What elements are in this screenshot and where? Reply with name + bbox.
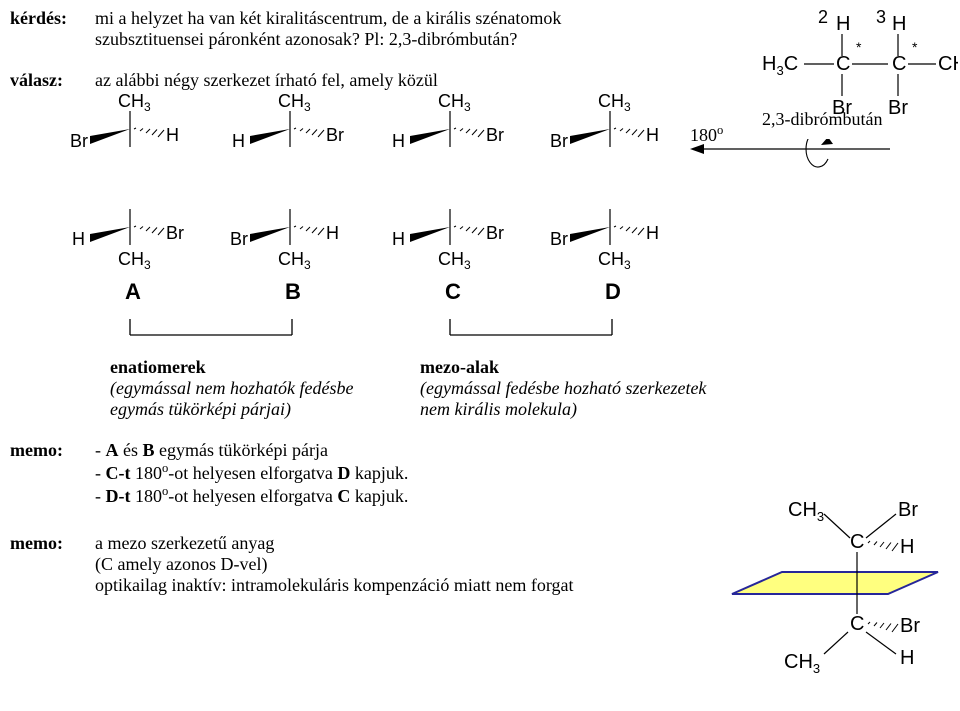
svg-text:H: H bbox=[392, 229, 405, 249]
svg-text:H: H bbox=[900, 647, 914, 669]
memo2-label: memo: bbox=[10, 533, 95, 554]
answer-structures-bottom: H Br CH3 Br H CH3 H Br CH3 bbox=[70, 209, 790, 319]
svg-text:CH3: CH3 bbox=[118, 91, 151, 114]
chiral-star: * bbox=[856, 39, 862, 55]
svg-text:Br: Br bbox=[166, 223, 184, 243]
svg-text:H: H bbox=[326, 223, 339, 243]
svg-text:A: A bbox=[125, 279, 141, 304]
h-atom: H bbox=[892, 13, 906, 35]
svg-text:CH3: CH3 bbox=[438, 91, 471, 114]
methyl-right: CH3 bbox=[938, 53, 958, 78]
svg-text:H: H bbox=[900, 536, 914, 558]
answer-label: válasz: bbox=[10, 70, 95, 91]
svg-text:C: C bbox=[850, 531, 864, 553]
svg-text:B: B bbox=[285, 279, 301, 304]
question-label: kérdés: bbox=[10, 8, 95, 29]
memo1-text: - A és B egymás tükörképi párja - C-t 18… bbox=[95, 440, 950, 507]
svg-text:H: H bbox=[646, 223, 659, 243]
methyl-left: H3C bbox=[762, 53, 798, 78]
svg-text:CH3: CH3 bbox=[598, 249, 631, 272]
plane-molecule: CH3 Br C H C Br H CH3 bbox=[728, 498, 958, 688]
mezo-block: mezo-alak (egymással fedésbe hozható sze… bbox=[420, 357, 760, 420]
svg-text:H: H bbox=[392, 131, 405, 151]
svg-text:Br: Br bbox=[326, 125, 344, 145]
svg-text:CH3: CH3 bbox=[278, 249, 311, 272]
rotation-arrow bbox=[690, 139, 900, 199]
svg-text:Br: Br bbox=[486, 125, 504, 145]
svg-text:CH3: CH3 bbox=[278, 91, 311, 114]
svg-text:Br: Br bbox=[550, 229, 568, 249]
carbon-index-2: 2 bbox=[818, 8, 828, 27]
svg-text:Br: Br bbox=[70, 131, 88, 151]
svg-text:H: H bbox=[166, 125, 179, 145]
carbon-index-3: 3 bbox=[876, 8, 886, 27]
svg-text:Br: Br bbox=[230, 229, 248, 249]
h-atom: H bbox=[836, 13, 850, 35]
svg-text:Br: Br bbox=[898, 499, 918, 521]
svg-text:D: D bbox=[605, 279, 621, 304]
svg-text:CH3: CH3 bbox=[784, 651, 820, 676]
svg-text:Br: Br bbox=[550, 131, 568, 151]
svg-text:Br: Br bbox=[486, 223, 504, 243]
svg-text:H: H bbox=[646, 125, 659, 145]
group-brackets bbox=[70, 319, 790, 349]
c-atom: C bbox=[892, 53, 906, 75]
svg-text:H: H bbox=[72, 229, 85, 249]
svg-text:C: C bbox=[445, 279, 461, 304]
svg-text:CH3: CH3 bbox=[118, 249, 151, 272]
chiral-star: * bbox=[912, 39, 918, 55]
compound-name: 2,3-dibrómbután bbox=[762, 109, 882, 130]
c-atom: C bbox=[836, 53, 850, 75]
svg-text:CH3: CH3 bbox=[438, 249, 471, 272]
answer-structures-top: CH3 Br H CH3 H Br bbox=[70, 89, 790, 209]
enantiomer-block: enatiomerek (egymással nem hozhatók fedé… bbox=[110, 357, 410, 420]
svg-text:C: C bbox=[850, 613, 864, 635]
svg-text:Br: Br bbox=[900, 615, 920, 637]
memo1-label: memo: bbox=[10, 440, 95, 461]
svg-text:CH3: CH3 bbox=[788, 499, 824, 524]
svg-text:CH3: CH3 bbox=[598, 91, 631, 114]
svg-text:H: H bbox=[232, 131, 245, 151]
